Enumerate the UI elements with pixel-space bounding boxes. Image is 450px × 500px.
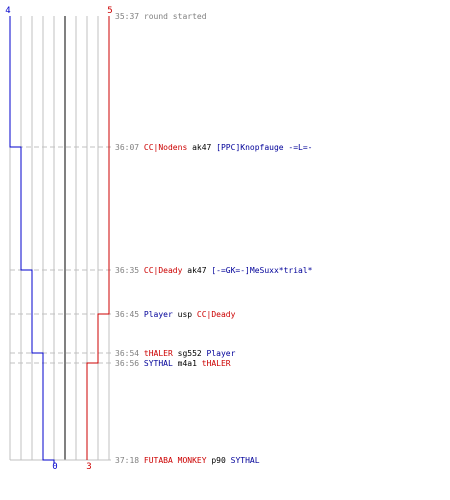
event-player-blue: [PPC]Knopfauge -=L=- — [216, 143, 313, 152]
event-row: 36:07 CC|Nodens ak47 [PPC]Knopfauge -=L=… — [115, 142, 313, 153]
event-row: 36:54 tHALER sg552 Player — [115, 348, 235, 359]
event-weapon: ak47 — [187, 143, 217, 152]
event-time: 36:07 — [115, 143, 144, 152]
event-message: round started — [143, 12, 207, 21]
event-row: 36:56 SYTHAL m4a1 tHALER — [115, 358, 231, 369]
event-weapon: m4a1 — [172, 359, 202, 368]
event-player-red: tHALER — [143, 349, 173, 358]
event-time: 35:37 — [115, 12, 144, 21]
event-player-red: CC|Deady — [143, 266, 183, 275]
event-player-red: FUTABA MONKEY — [143, 456, 207, 465]
event-row: 37:18 FUTABA MONKEY p90 SYTHAL — [115, 455, 260, 466]
event-row: 36:35 CC|Deady ak47 [-=GK=-]MeSuxx*trial… — [115, 265, 313, 276]
player-grid-lines — [9, 16, 110, 461]
red-team-alive-line — [86, 16, 110, 460]
event-player-red: CC|Deady — [196, 310, 236, 319]
event-weapon: usp — [172, 310, 197, 319]
event-time: 36:56 — [115, 359, 144, 368]
event-player-blue: SYTHAL — [230, 456, 260, 465]
event-row: 35:37 round started — [115, 11, 207, 22]
event-weapon: sg552 — [172, 349, 207, 358]
event-time: 36:45 — [115, 310, 144, 319]
event-player-blue: [-=GK=-]MeSuxx*trial* — [211, 266, 313, 275]
event-player-blue: Player — [143, 310, 173, 319]
red-team-start-count: 5 — [107, 6, 112, 16]
event-time: 37:18 — [115, 456, 144, 465]
event-player-red: tHALER — [201, 359, 231, 368]
event-player-red: CC|Nodens — [143, 143, 188, 152]
event-weapon: p90 — [206, 456, 231, 465]
event-weapon: ak47 — [182, 266, 212, 275]
blue-team-alive-line — [9, 16, 55, 464]
event-row: 36:45 Player usp CC|Deady — [115, 309, 235, 320]
event-player-blue: Player — [206, 349, 236, 358]
event-player-blue: SYTHAL — [143, 359, 173, 368]
blue-team-end-count: 0 — [52, 462, 57, 472]
blue-team-start-count: 4 — [5, 6, 10, 16]
event-time: 36:35 — [115, 266, 144, 275]
event-time: 36:54 — [115, 349, 144, 358]
red-team-end-count: 3 — [86, 462, 91, 472]
